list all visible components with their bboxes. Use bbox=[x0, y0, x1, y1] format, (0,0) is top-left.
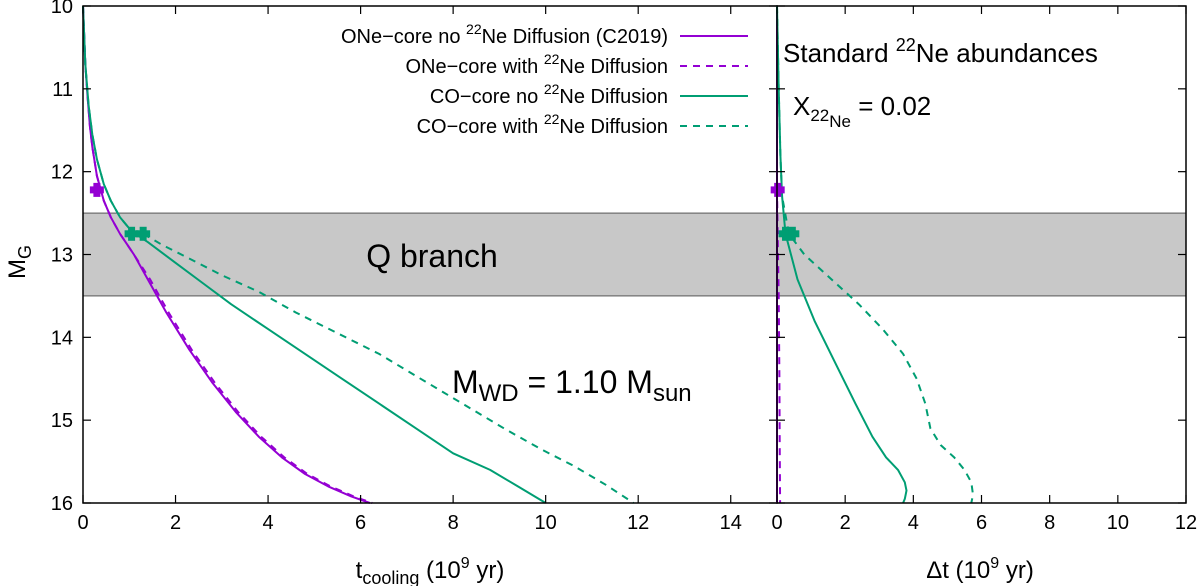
right-xtick-label-0: 0 bbox=[771, 512, 782, 534]
left-xtick-label-0: 0 bbox=[77, 512, 88, 534]
right-panel: 0 2 4 6 8 10 12 Standard 22Ne abundances X22Ne… bbox=[770, 5, 1197, 584]
left-mass-annotation: MWD = 1.10 Msun bbox=[452, 364, 692, 407]
left-x-axis-title: tcooling (109 yr) bbox=[356, 555, 505, 586]
left-ytick-label-2: 12 bbox=[51, 162, 73, 184]
left-series-3 bbox=[82, 5, 635, 504]
legend-label-2: CO−core no 22Ne Diffusion bbox=[430, 81, 668, 108]
legend-entry-3: CO−core with 22Ne Diffusion bbox=[417, 111, 748, 138]
left-xtick-label-7: 14 bbox=[720, 512, 742, 534]
left-xtick-label-2: 4 bbox=[263, 512, 274, 534]
legend-entry-0: ONe−core no 22Ne Diffusion (C2019) bbox=[341, 21, 748, 48]
left-ytick-label-5: 15 bbox=[51, 410, 73, 432]
right-xtick-label-2: 4 bbox=[908, 512, 919, 534]
left-marker-1 bbox=[124, 226, 139, 241]
left-xtick-label-3: 6 bbox=[355, 512, 366, 534]
right-title-annotation: Standard 22Ne abundances bbox=[783, 35, 1098, 68]
left-ytick-label-3: 13 bbox=[51, 245, 73, 267]
legend: ONe−core no 22Ne Diffusion (C2019) ONe−co… bbox=[341, 21, 748, 138]
left-series-2 bbox=[82, 5, 547, 504]
left-band-label: Q branch bbox=[366, 238, 498, 274]
left-ytick-label-4: 14 bbox=[51, 327, 73, 349]
right-xtick-label-6: 12 bbox=[1175, 512, 1197, 534]
legend-entry-1: ONe−core with 22Ne Diffusion bbox=[405, 51, 748, 78]
left-q-branch-band bbox=[82, 212, 778, 297]
left-y-axis-title: MG bbox=[4, 245, 35, 279]
left-ytick-label-6: 16 bbox=[51, 493, 73, 515]
right-xtick-label-1: 2 bbox=[840, 512, 851, 534]
left-xtick-label-1: 2 bbox=[170, 512, 181, 534]
right-xtick-label-3: 6 bbox=[976, 512, 987, 534]
right-xtick-label-5: 10 bbox=[1107, 512, 1129, 534]
right-series-3 bbox=[776, 5, 974, 504]
left-ytick-label-1: 11 bbox=[52, 79, 73, 101]
left-series-0 bbox=[82, 5, 371, 504]
right-q-branch-band bbox=[776, 212, 1187, 297]
left-series-1 bbox=[82, 5, 373, 504]
right-x-axis-title: Δt (109 yr) bbox=[926, 555, 1034, 584]
legend-label-0: ONe−core no 22Ne Diffusion (C2019) bbox=[341, 21, 668, 48]
left-xtick-label-5: 10 bbox=[535, 512, 557, 534]
left-ytick-label-0: 10 bbox=[51, 0, 73, 18]
left-marker-2 bbox=[136, 226, 151, 241]
legend-entry-2: CO−core no 22Ne Diffusion bbox=[430, 81, 748, 108]
left-panel: 0 2 4 6 8 10 12 14 10 11 12 13 14 15 16 Q branch MWD =… bbox=[4, 0, 778, 586]
right-marker-2 bbox=[785, 226, 800, 241]
right-abundance-annotation: X22Ne = 0.02 bbox=[793, 91, 931, 131]
left-marker-0 bbox=[89, 182, 104, 197]
legend-label-1: ONe−core with 22Ne Diffusion bbox=[405, 51, 668, 78]
legend-label-3: CO−core with 22Ne Diffusion bbox=[417, 111, 668, 138]
left-xtick-label-4: 8 bbox=[448, 512, 459, 534]
right-xtick-label-4: 8 bbox=[1044, 512, 1055, 534]
left-xtick-label-6: 12 bbox=[627, 512, 649, 534]
right-plot-frame bbox=[776, 5, 1187, 504]
